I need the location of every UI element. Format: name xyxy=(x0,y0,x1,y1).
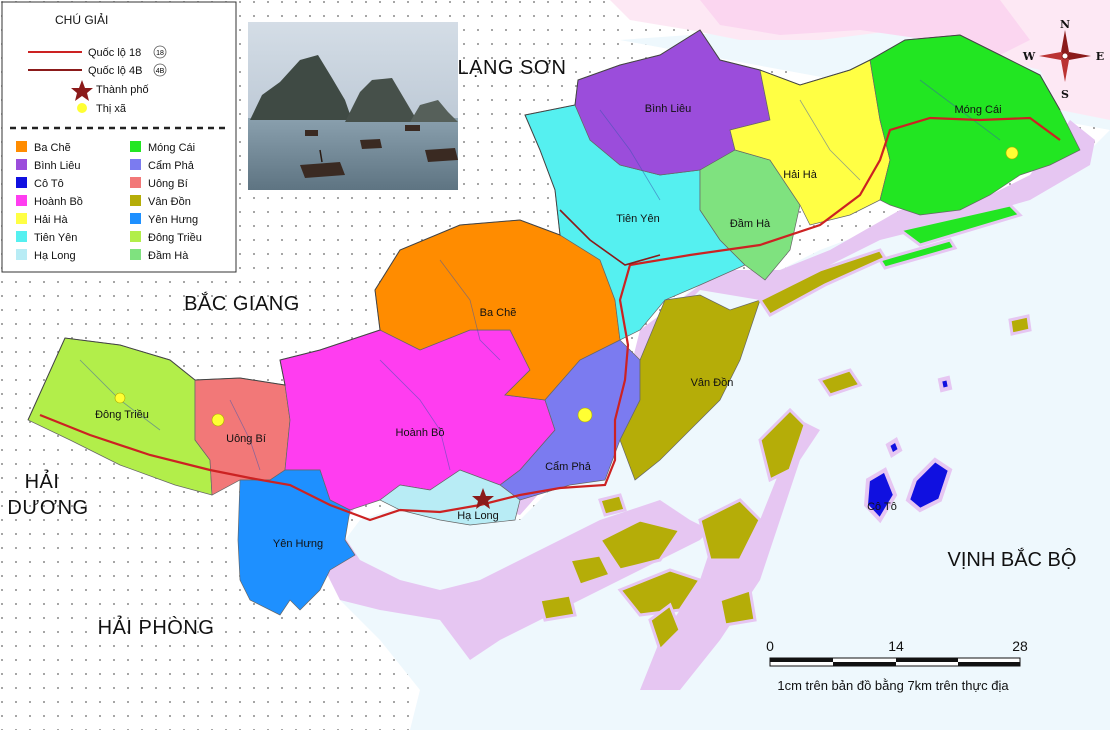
legend-swatch xyxy=(16,213,27,224)
legend-district-label: Cô Tô xyxy=(34,178,64,190)
town-marker-dong-trieu xyxy=(114,392,126,404)
mong-cai-islands xyxy=(877,203,1023,270)
province-outline xyxy=(27,29,1061,421)
legend-swatch xyxy=(16,177,27,188)
scale-bar: 0 14 28 1cm trên bản đồ bằng 7km trên th… xyxy=(766,638,1028,693)
label-dam-ha: Đầm Hà xyxy=(730,218,771,230)
label-ba-che: Ba Chẽ xyxy=(480,307,517,319)
rivers xyxy=(79,79,1001,471)
scale-tick-0: 0 xyxy=(766,638,774,654)
compass-rose: N S W E xyxy=(1022,18,1104,101)
legend-swatch xyxy=(130,213,141,224)
legend-district-label: Uông Bí xyxy=(148,178,188,190)
scale-tick-14: 14 xyxy=(888,638,904,654)
legend-highway-18-label: Quốc lộ 18 xyxy=(88,47,141,59)
legend-district-label: Yên Hưng xyxy=(148,214,198,226)
legend-district-label: Ba Chẽ xyxy=(34,142,71,154)
highway-4b-line xyxy=(559,209,661,266)
legend-district-label: Hải Hà xyxy=(34,214,69,226)
compass-south: S xyxy=(1061,88,1069,101)
legend-district-list-right: Móng Cái Cẩm Phả Uông Bí Vân Đồn Yên Hưn… xyxy=(130,141,202,262)
legend-swatch xyxy=(16,195,27,206)
legend-swatch xyxy=(130,249,141,260)
compass-east: E xyxy=(1096,50,1104,63)
legend-city-star-icon xyxy=(71,80,93,101)
legend-highway-18-badge xyxy=(153,45,167,59)
district-van-don[interactable] xyxy=(619,294,761,481)
label-hai-ha: Hải Hà xyxy=(783,169,818,181)
photo-inset xyxy=(248,22,458,190)
label-hai-duong-line2: DƯƠNG xyxy=(7,497,88,519)
legend-swatch xyxy=(16,249,27,260)
legend-box xyxy=(1,1,237,273)
legend-town-dot-icon xyxy=(77,103,87,113)
scale-tick-28: 28 xyxy=(1012,638,1028,654)
district-yen-hung[interactable] xyxy=(237,469,356,616)
legend-swatch xyxy=(16,141,27,152)
legend-district-label: Đông Triều xyxy=(148,232,202,244)
town-marker-mong-cai xyxy=(1005,146,1019,160)
legend-highway-4b-label: Quốc lộ 4B xyxy=(88,65,142,77)
town-marker-cam-pha xyxy=(577,407,593,423)
city-star-ha-long xyxy=(472,488,494,509)
label-van-don: Vân Đồn xyxy=(691,377,734,389)
legend-swatch xyxy=(130,231,141,242)
compass-north: N xyxy=(1060,18,1070,31)
legend-district-label: Hạ Long xyxy=(34,250,76,262)
label-mong-cai: Móng Cái xyxy=(954,104,1001,116)
label-hai-duong-line1: HẢI xyxy=(25,470,60,493)
legend-district-label: Vân Đồn xyxy=(148,196,191,208)
label-bac-giang: BẮC GIANG xyxy=(184,291,300,315)
label-binh-lieu: Bình Liêu xyxy=(645,103,691,115)
legend-highway-4b-badge xyxy=(153,63,167,77)
legend-title: CHÚ GIẢI xyxy=(55,12,108,27)
legend-swatch xyxy=(130,177,141,188)
compass-west: W xyxy=(1022,50,1036,63)
scale-caption: 1cm trên bản đồ bằng 7km trên thực địa xyxy=(777,678,1009,693)
legend-swatch xyxy=(130,141,141,152)
legend-district-label: Đầm Hà xyxy=(148,250,189,262)
legend-district-label: Bình Liêu xyxy=(34,160,80,172)
town-marker-uong-bi xyxy=(211,413,225,427)
van-don-strip xyxy=(757,248,888,317)
label-ha-long: Hạ Long xyxy=(457,510,499,522)
legend-district-list-left: Ba Chẽ Bình Liêu Cô Tô Hoành Bồ Hải Hà T… xyxy=(16,141,83,262)
label-vinh-bac-bo: VỊNH BẮC BỘ xyxy=(948,547,1077,571)
legend-district-label: Hoành Bồ xyxy=(34,196,83,208)
co-to-islands xyxy=(863,375,953,524)
label-yen-hung: Yên Hưng xyxy=(273,538,323,550)
label-uong-bi: Uông Bí xyxy=(226,433,266,445)
label-hai-phong: HẢI PHÒNG xyxy=(98,616,215,639)
legend-district-label: Cẩm Phả xyxy=(148,160,195,172)
highway-18-line xyxy=(39,116,1061,522)
island-group xyxy=(538,314,1032,653)
legend-swatch xyxy=(130,159,141,170)
legend-highway-4b-badge-text: 4B xyxy=(156,68,165,75)
label-lang-son: LẠNG SƠN xyxy=(458,57,567,79)
legend-district-label: Móng Cái xyxy=(148,142,195,154)
label-co-to: Cô Tô xyxy=(867,501,897,513)
legend-town-label: Thị xã xyxy=(96,103,127,115)
legend: CHÚ GIẢI Quốc lộ 18 18 Quốc lộ 4B 4B Thà… xyxy=(1,1,237,273)
legend-district-label: Tiên Yên xyxy=(34,232,77,244)
label-cam-pha: Cẩm Phả xyxy=(545,461,592,473)
legend-swatch xyxy=(16,159,27,170)
legend-swatch xyxy=(130,195,141,206)
legend-highway-18-badge-text: 18 xyxy=(156,50,164,57)
label-tien-yen: Tiên Yên xyxy=(616,213,659,225)
label-dong-trieu: Đông Triều xyxy=(95,409,149,421)
label-hoanh-bo: Hoành Bồ xyxy=(396,427,445,439)
legend-swatch xyxy=(16,231,27,242)
legend-city-label: Thành phố xyxy=(96,84,149,96)
